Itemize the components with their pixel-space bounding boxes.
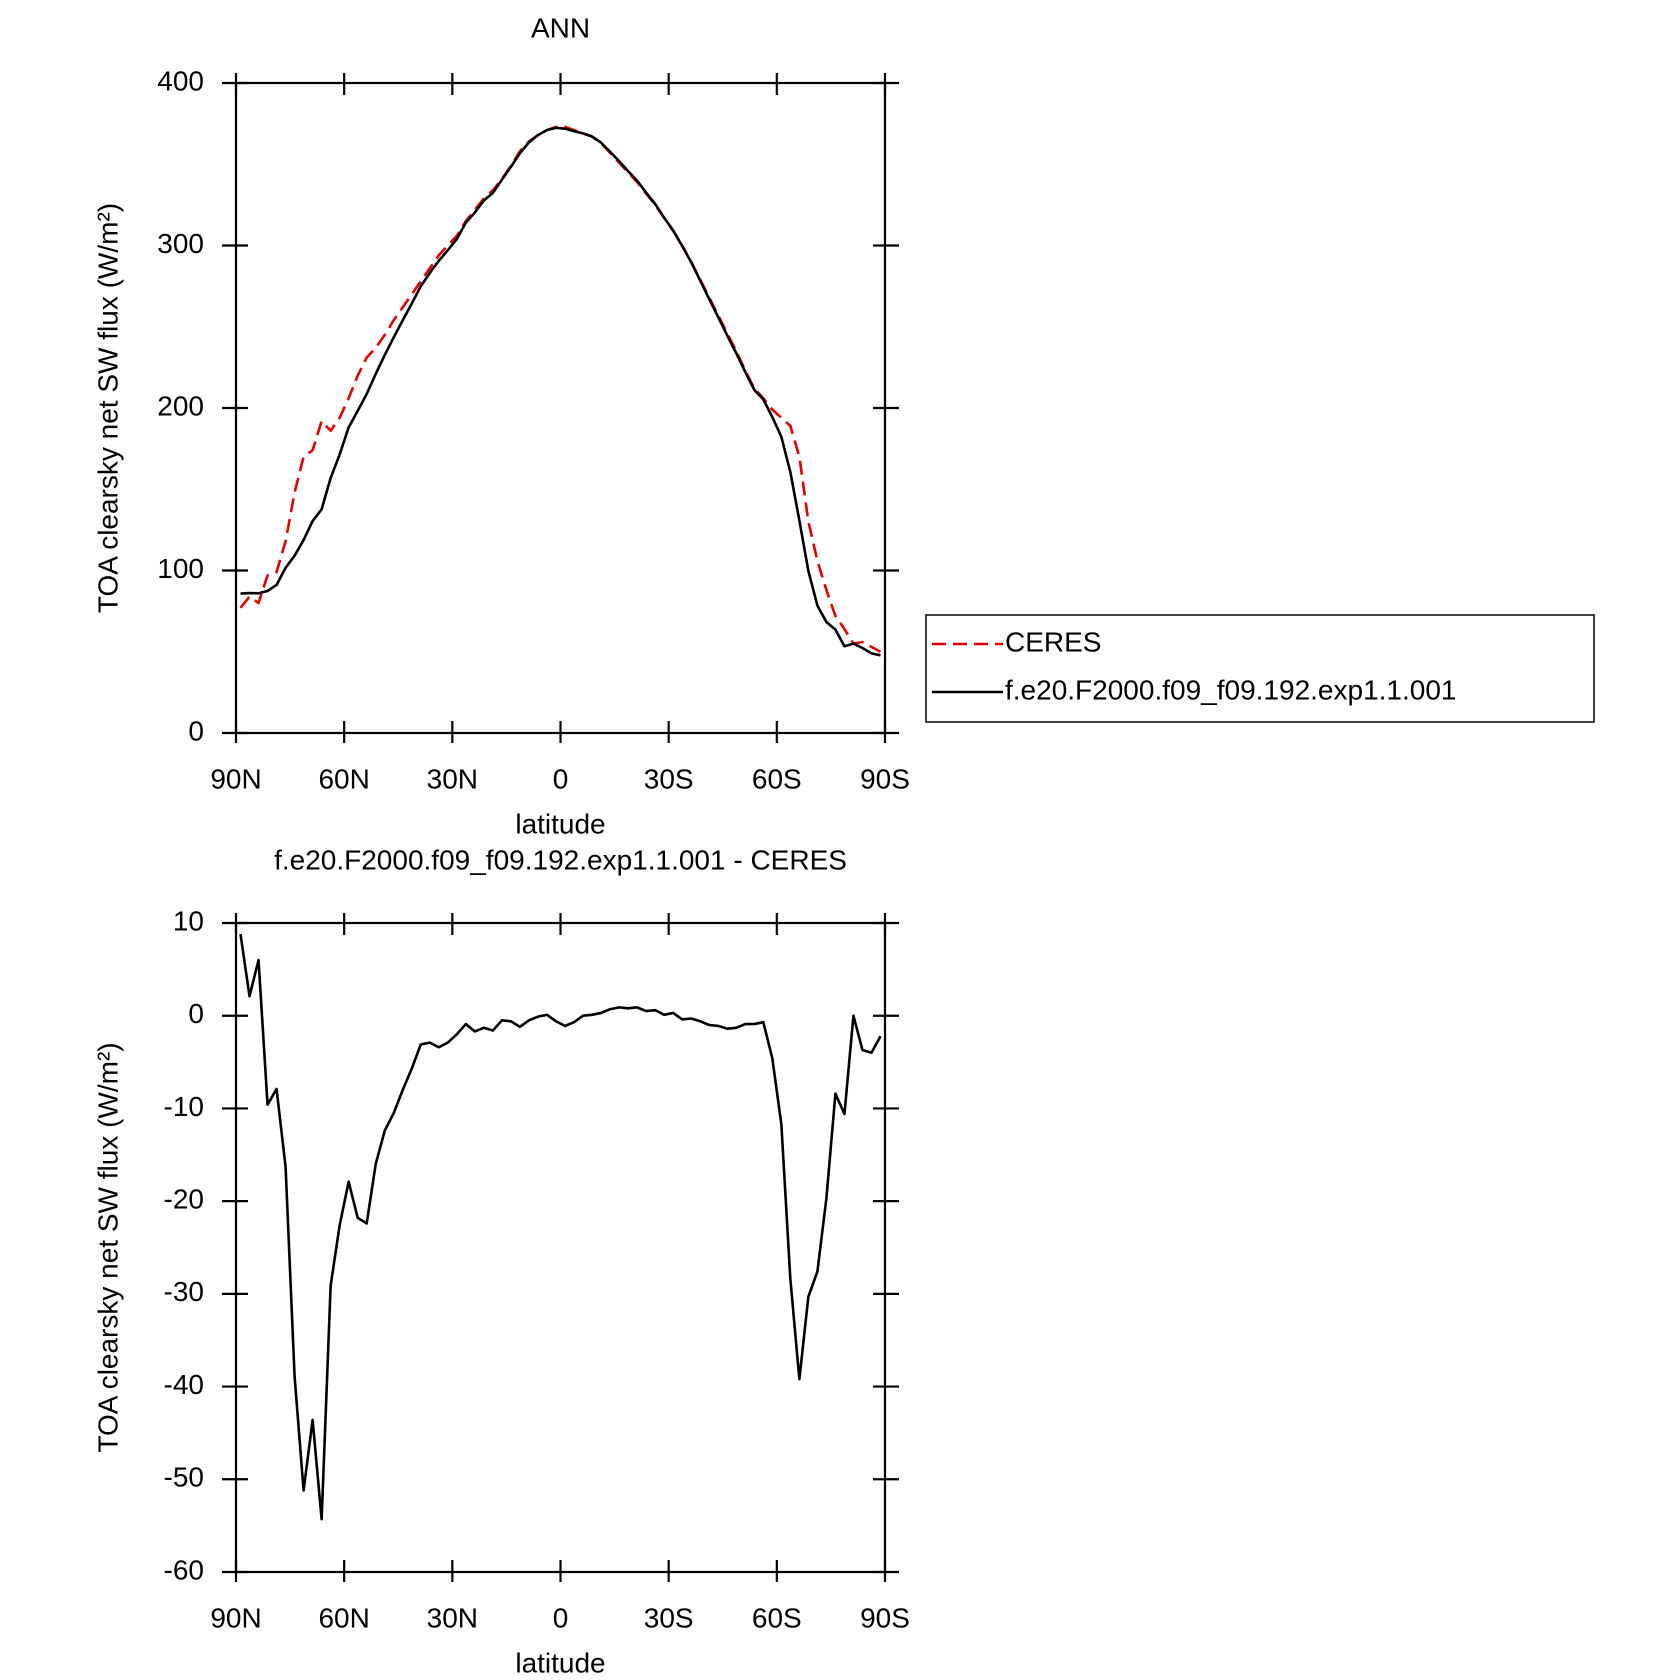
y-axis-label: TOA clearsky net SW flux (W/m²): [92, 1042, 123, 1452]
x-tick-label: 90S: [860, 1602, 910, 1633]
legend: CERES f.e20.F2000.f09_f09.192.exp1.1.001: [925, 614, 1595, 723]
y-tick-label: 300: [157, 228, 204, 259]
data-line: [240, 126, 881, 657]
y-tick-label: 400: [157, 65, 204, 96]
y-tick-label: -60: [164, 1554, 204, 1585]
y-tick-label: -20: [164, 1184, 204, 1215]
data-line: [239, 125, 882, 653]
x-tick-label: 0: [553, 763, 569, 794]
legend-box: [925, 614, 1595, 723]
x-tick-label: 90S: [860, 763, 910, 794]
x-tick-label: 60N: [318, 763, 369, 794]
y-tick-label: -40: [164, 1369, 204, 1400]
x-tick-label: 60N: [318, 1602, 369, 1633]
x-tick-label: 30S: [644, 763, 694, 794]
plot-frame: [234, 81, 887, 735]
y-tick-label: 200: [157, 390, 204, 421]
x-tick-label: 60S: [752, 763, 802, 794]
legend-label: f.e20.F2000.f09_f09.192.exp1.1.001: [1005, 674, 1457, 705]
x-tick-label: 90N: [210, 763, 261, 794]
chart-title: ANN: [531, 12, 590, 43]
y-tick-label: 0: [188, 998, 204, 1029]
y-tick-label: -30: [164, 1276, 204, 1307]
x-axis-label: latitude: [515, 808, 605, 839]
x-tick-label: 60S: [752, 1602, 802, 1633]
y-tick-label: 0: [188, 715, 204, 746]
x-tick-label: 30N: [427, 763, 478, 794]
x-tick-label: 90N: [210, 1602, 261, 1633]
y-axis-label: TOA clearsky net SW flux (W/m²): [92, 203, 123, 613]
y-tick-label: 100: [157, 553, 204, 584]
x-axis-label: latitude: [515, 1647, 605, 1678]
x-tick-label: 0: [553, 1602, 569, 1633]
y-tick-label: -10: [164, 1091, 204, 1122]
y-tick-label: -50: [164, 1462, 204, 1493]
x-tick-label: 30N: [427, 1602, 478, 1633]
chart-title: f.e20.F2000.f09_f09.192.exp1.1.001 - CER…: [274, 844, 847, 875]
x-tick-label: 30S: [644, 1602, 694, 1633]
data-line: [239, 933, 882, 1521]
legend-label: CERES: [1005, 626, 1101, 657]
y-tick-label: 10: [173, 905, 204, 936]
